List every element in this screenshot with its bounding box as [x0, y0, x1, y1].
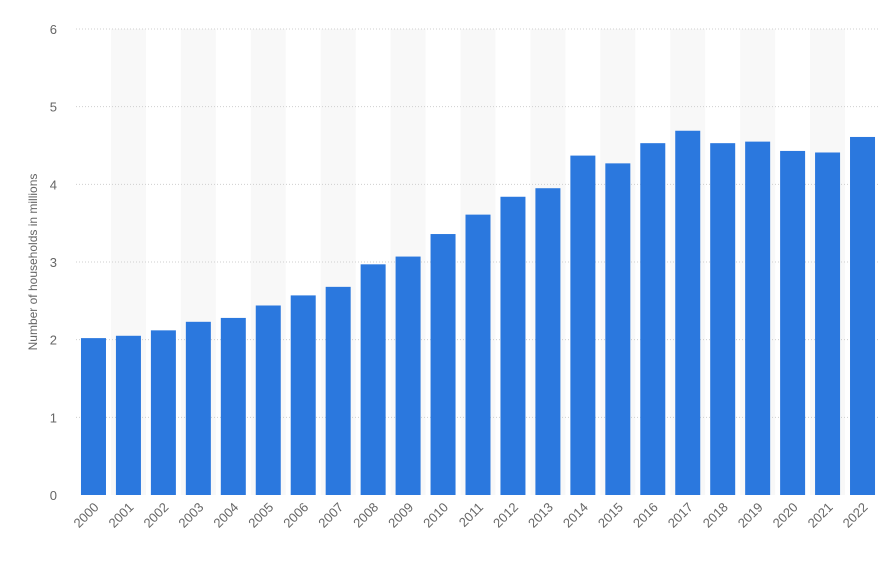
bar-2006[interactable]: [290, 295, 316, 495]
x-tick-label: 2019: [735, 500, 766, 531]
bar-2003[interactable]: [185, 321, 211, 495]
y-tick-label: 0: [50, 488, 57, 503]
bar-2009[interactable]: [395, 256, 421, 495]
bar-2014[interactable]: [570, 155, 596, 495]
x-tick-label: 2014: [560, 500, 591, 531]
bar-2019[interactable]: [745, 141, 771, 495]
x-tick-label: 2022: [840, 500, 871, 531]
bar-2011[interactable]: [465, 214, 491, 495]
bars: [80, 130, 876, 496]
x-tick-label: 2012: [490, 500, 521, 531]
y-tick-label: 3: [50, 255, 57, 270]
y-tick-label: 5: [50, 100, 57, 115]
x-tick-label: 2016: [630, 500, 661, 531]
bar-2018[interactable]: [710, 143, 736, 496]
bar-2004[interactable]: [220, 317, 246, 495]
bar-2002[interactable]: [150, 330, 176, 495]
bar-2010[interactable]: [430, 234, 456, 496]
x-tick-label: 2002: [140, 500, 171, 531]
y-axis-label: Number of households in millions: [26, 174, 40, 351]
bar-2007[interactable]: [325, 286, 351, 495]
x-tick-label: 2005: [245, 500, 276, 531]
x-tick-label: 2010: [420, 500, 451, 531]
bar-2017[interactable]: [675, 130, 701, 495]
bar-2015[interactable]: [605, 163, 631, 495]
bar-2000[interactable]: [80, 338, 106, 495]
y-tick-label: 1: [50, 410, 57, 425]
bar-2005[interactable]: [255, 305, 281, 495]
bar-2021[interactable]: [815, 152, 841, 496]
x-tick-label: 2020: [770, 500, 801, 531]
x-tick-label: 2009: [385, 500, 416, 531]
x-tick-label: 2000: [71, 500, 102, 531]
x-tick-label: 2003: [175, 500, 206, 531]
bar-2012[interactable]: [500, 196, 526, 495]
x-tick-label: 2021: [805, 500, 836, 531]
x-tick-label: 2017: [665, 500, 696, 531]
y-tick-label: 6: [50, 22, 57, 37]
y-tick-label: 4: [50, 177, 57, 192]
y-tick-labels: 0 1 2 3 4 5 6: [50, 22, 57, 503]
x-tick-label: 2004: [210, 500, 241, 531]
x-tick-label: 2018: [700, 500, 731, 531]
bar-2008[interactable]: [360, 264, 386, 495]
x-tick-label: 2011: [456, 500, 486, 530]
x-tick-labels: 2000 2001 2002 2003 2004 2005 2006 2007 2008 2009…: [71, 500, 871, 531]
x-tick-label: 2007: [315, 500, 346, 531]
bar-2001[interactable]: [115, 335, 141, 495]
x-tick-label: 2001: [105, 500, 136, 531]
x-tick-label: 2008: [350, 500, 381, 531]
bar-2016[interactable]: [640, 143, 666, 496]
bar-2013[interactable]: [535, 188, 561, 495]
bar-2020[interactable]: [780, 150, 806, 496]
x-tick-label: 2015: [595, 500, 626, 531]
bar-2022[interactable]: [850, 136, 876, 495]
x-tick-label: 2006: [280, 500, 311, 531]
y-tick-label: 2: [50, 333, 57, 348]
x-tick-label: 2013: [525, 500, 556, 531]
